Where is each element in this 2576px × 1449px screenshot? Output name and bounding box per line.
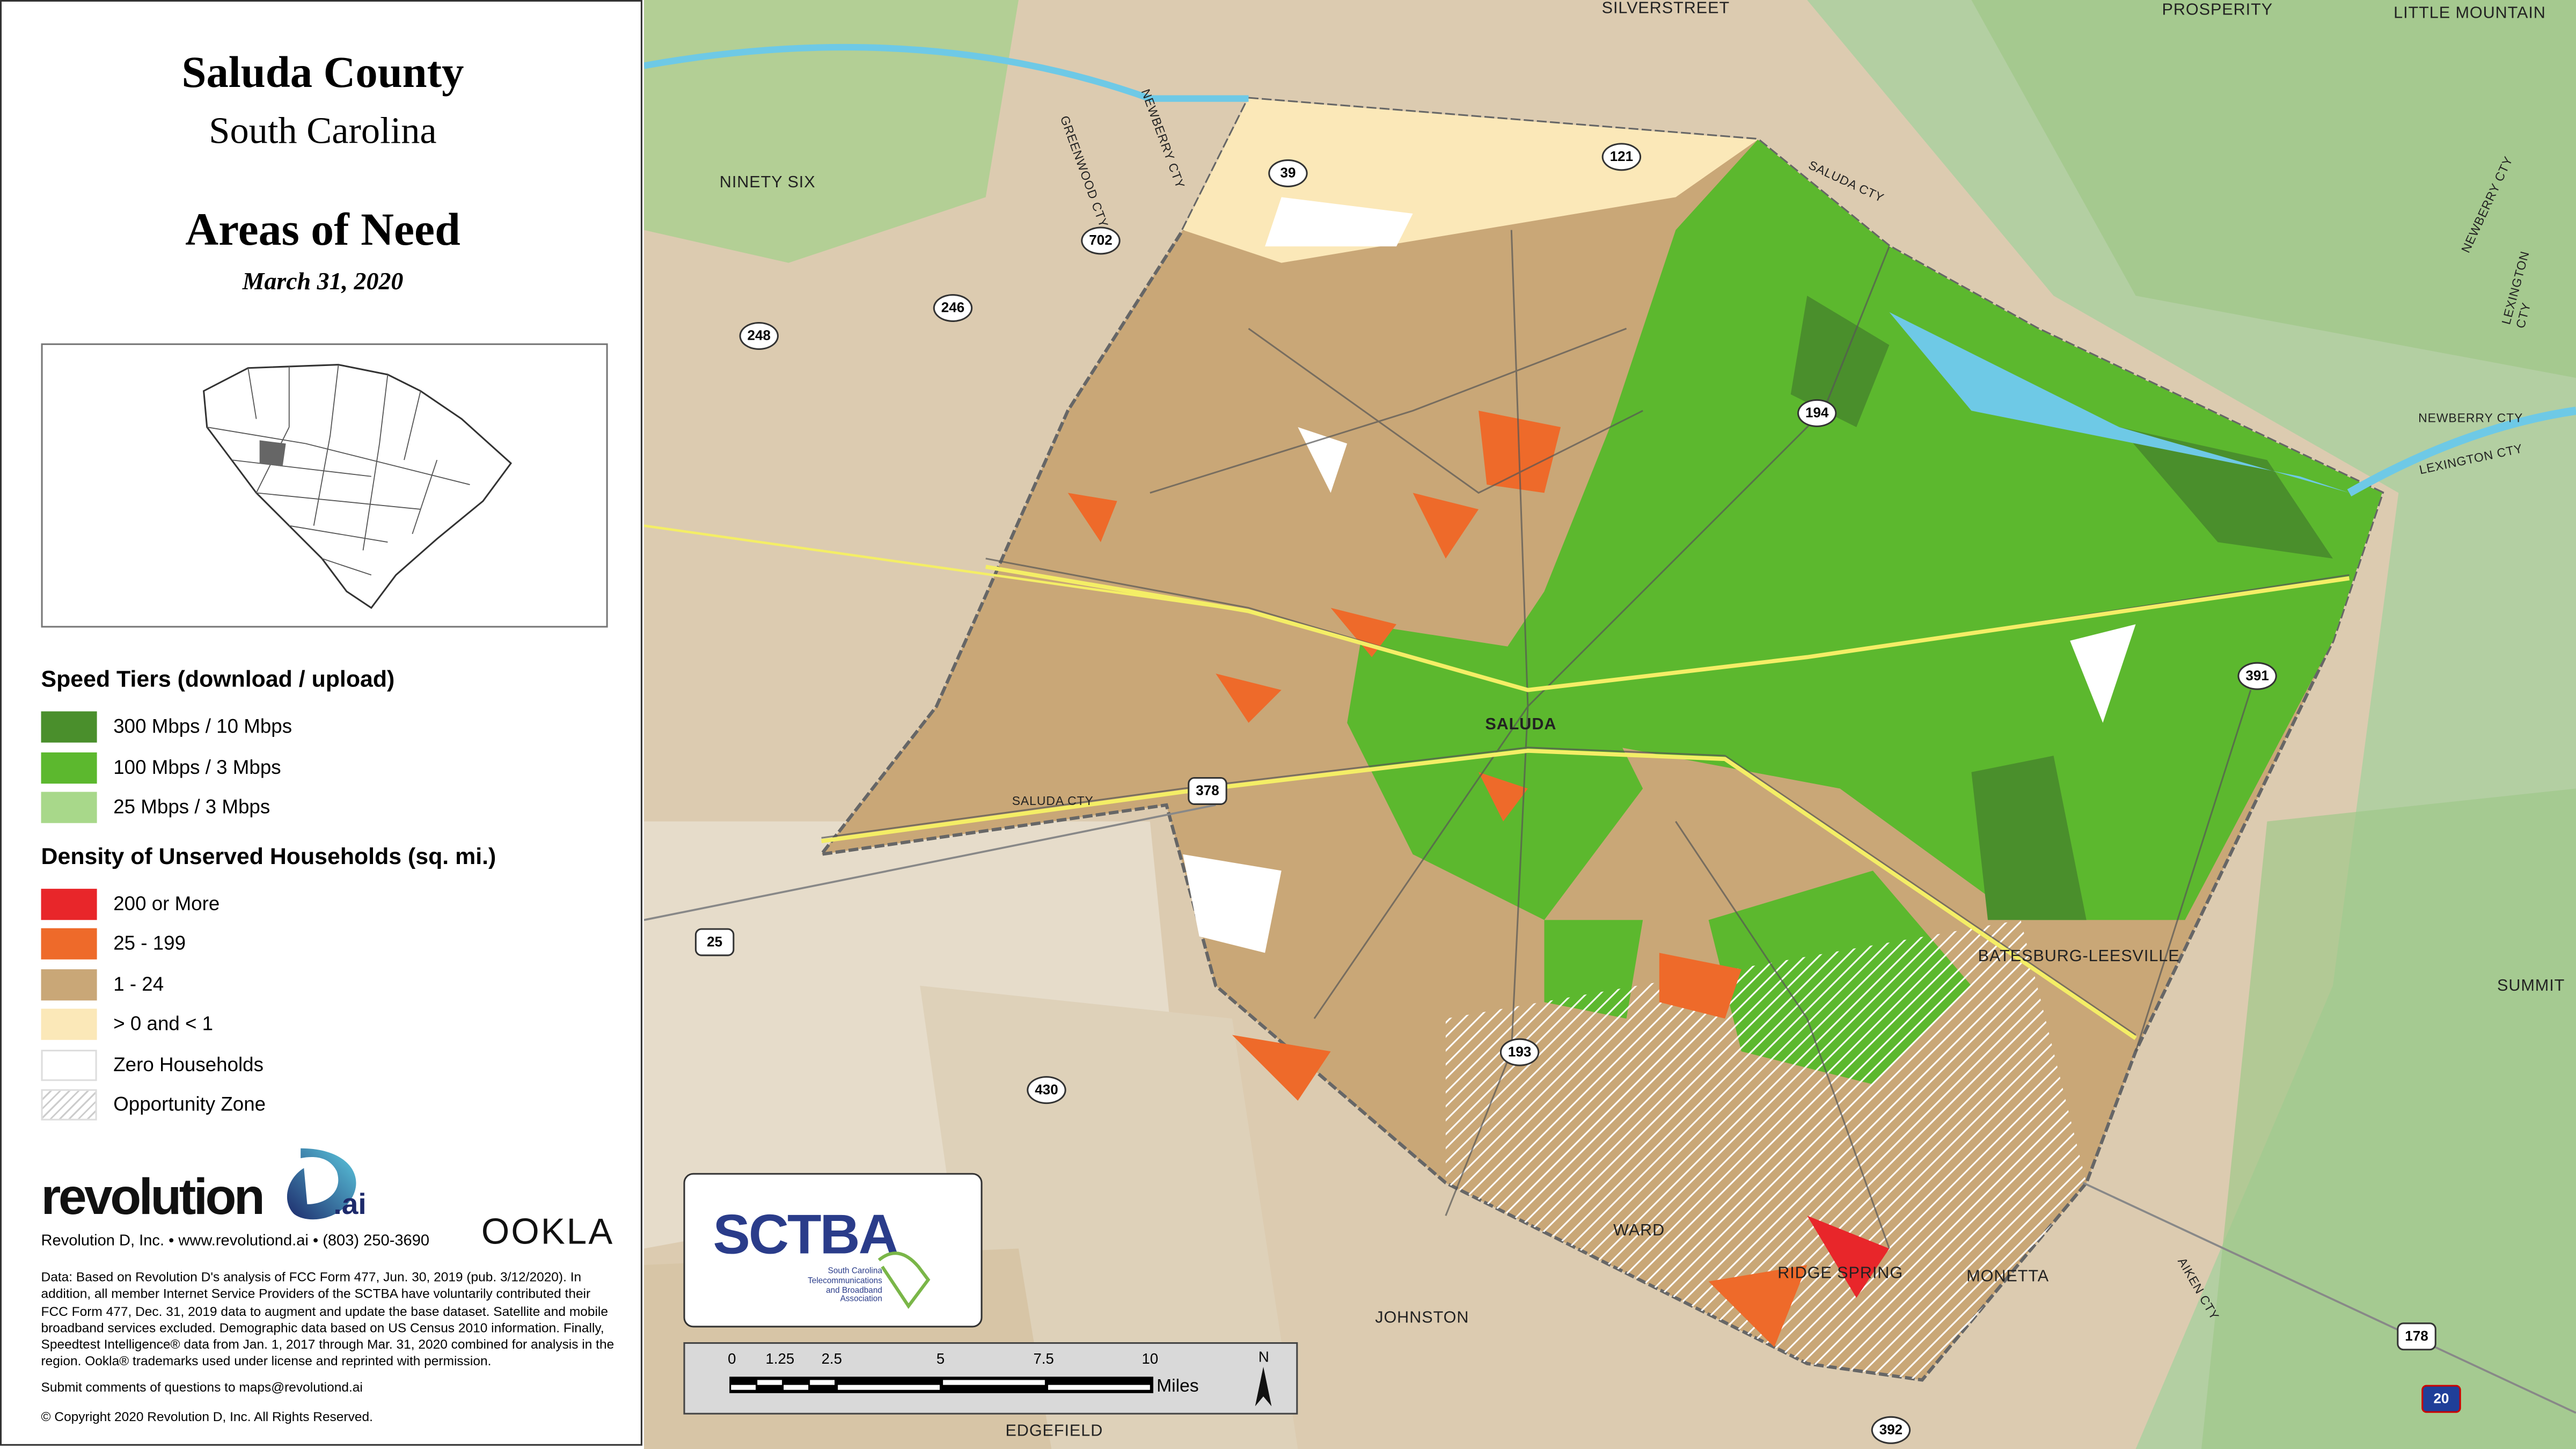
legend-item: Zero Households — [41, 1048, 264, 1081]
map-graphics — [643, 0, 2576, 1449]
place-label: EDGEFIELD — [1005, 1422, 1103, 1441]
legend-swatch — [41, 968, 97, 1000]
north-arrow: N — [1258, 1349, 1269, 1365]
sctba-logo: SCTBA South Carolina Telecommunications … — [683, 1173, 983, 1328]
legend-item: 1 - 24 — [41, 968, 164, 1000]
legend-item: > 0 and < 1 — [41, 1007, 213, 1040]
place-label: LITTLE MOUNTAIN — [2394, 5, 2546, 23]
place-label: PROSPERITY — [2162, 2, 2273, 20]
density-heading: Density of Unserved Households (sq. mi.) — [41, 843, 496, 869]
place-label-saluda: SALUDA — [1485, 716, 1557, 735]
route-shield: 193 — [1499, 1038, 1540, 1066]
speed-tiers-heading: Speed Tiers (download / upload) — [41, 665, 395, 692]
route-shield: 39 — [1268, 159, 1308, 187]
map-date: March 31, 2020 — [242, 269, 404, 296]
scale-bar-graphic — [729, 1377, 1153, 1393]
legend-swatch — [41, 888, 97, 919]
north-arrow-icon — [1255, 1366, 1272, 1407]
legend-item: Opportunity Zone — [41, 1088, 266, 1121]
place-label: SILVERSTREET — [1601, 0, 1730, 18]
comments-line: Submit comments of questions to maps@rev… — [41, 1380, 363, 1395]
map-heading: Areas of Need — [185, 205, 460, 257]
place-label: NEWBERRY CTY — [2418, 411, 2523, 426]
state-title: South Carolina — [209, 110, 437, 151]
county-title: Saluda County — [181, 47, 464, 97]
legend-swatch — [41, 927, 97, 959]
saluda-county-highlight — [259, 440, 286, 467]
contact-line: Revolution D, Inc. • www.revolutiond.ai … — [41, 1232, 430, 1250]
ookla-logo: OOKLA — [481, 1211, 614, 1252]
data-notes: Data: Based on Revolution D's analysis o… — [41, 1270, 614, 1370]
legend-panel: Saluda County South Carolina Areas of Ne… — [0, 0, 642, 1446]
legend-swatch — [41, 710, 97, 742]
route-shield: 391 — [2237, 662, 2277, 690]
place-label: SALUDA CTY — [1012, 793, 1094, 809]
copyright-line: © Copyright 2020 Revolution D, Inc. All … — [41, 1409, 373, 1425]
legend-swatch — [41, 1008, 97, 1040]
place-label: NINETY SIX — [719, 174, 816, 193]
legend-swatch — [41, 791, 97, 823]
place-label: BATESBURG-LEESVILLE — [1978, 948, 2180, 966]
us-route-shield: 378 — [1188, 777, 1227, 805]
legend-item: 25 Mbps / 3 Mbps — [41, 790, 270, 823]
route-shield: 121 — [1601, 143, 1642, 171]
place-label: JOHNSTON — [1375, 1309, 1469, 1328]
route-shield: 194 — [1797, 399, 1837, 427]
place-label: WARD — [1613, 1222, 1665, 1241]
legend-swatch-hatched — [41, 1088, 97, 1120]
legend-item: 100 Mbps / 3 Mbps — [41, 751, 281, 784]
place-label: MONETTA — [1966, 1268, 2050, 1286]
us-route-shield: 178 — [2397, 1322, 2436, 1351]
us-route-shield: 25 — [694, 928, 735, 956]
legend-swatch — [41, 1049, 97, 1080]
route-shield: 430 — [1027, 1076, 1066, 1104]
place-label: SUMMIT — [2497, 977, 2565, 996]
route-shield: 702 — [1081, 226, 1121, 255]
map-canvas[interactable]: SILVERSTREET PROSPERITY LITTLE MOUNTAIN … — [643, 0, 2576, 1449]
place-label: RIDGE SPRING — [1777, 1265, 1904, 1283]
legend-item: 25 - 199 — [41, 927, 186, 960]
route-shield: 248 — [739, 321, 779, 350]
legend-item: 200 or More — [41, 887, 219, 920]
state-locator-map — [41, 343, 608, 628]
route-shield: 246 — [933, 294, 973, 322]
interstate-shield: 20 — [2421, 1385, 2461, 1413]
legend-swatch — [41, 751, 97, 783]
scale-bar: 0 1.25 2.5 5 7.5 10 Miles N — [683, 1342, 1298, 1415]
route-shield: 392 — [1871, 1416, 1911, 1444]
legend-item: 300 Mbps / 10 Mbps — [41, 709, 292, 742]
